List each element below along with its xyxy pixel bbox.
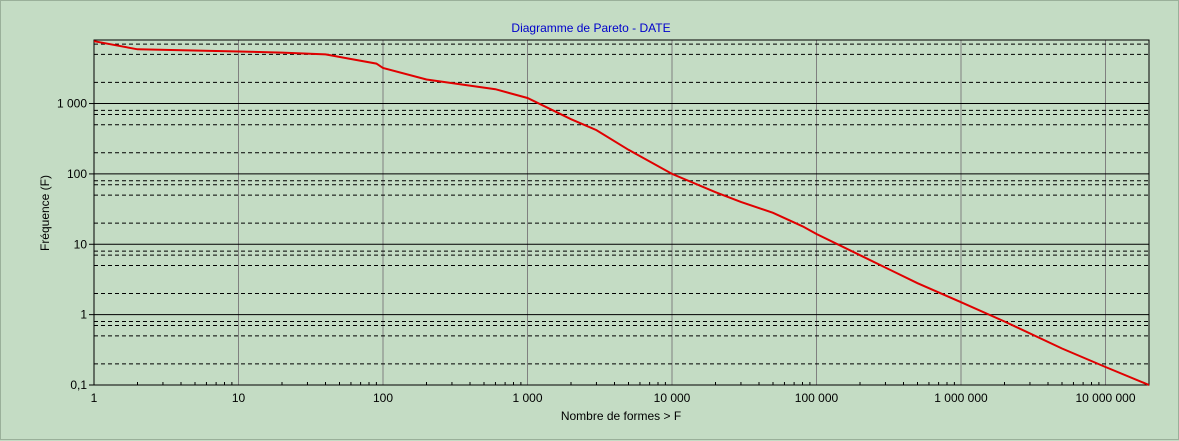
x-tick-label: 10 (232, 391, 246, 405)
series-line (93, 40, 1150, 386)
y-axis-label: Fréquence (F) (38, 175, 52, 251)
y-tick-label: 1 (80, 308, 87, 322)
x-tick-label: 100 (373, 391, 393, 405)
x-tick-label: 10 000 (654, 391, 691, 405)
x-tick-label: 1 000 000 (934, 391, 988, 405)
y-tick-label: 10 (74, 237, 88, 251)
y-tick-label: 1 000 (57, 97, 87, 111)
x-tick-label: 1 000 (512, 391, 542, 405)
x-axis-label: Nombre de formes > F (561, 409, 681, 423)
chart-title: Diagramme de Pareto - DATE (511, 21, 670, 35)
x-tick-label: 100 000 (795, 391, 839, 405)
y-tick-label: 0,1 (70, 378, 87, 392)
y-tick-label: 100 (67, 167, 87, 181)
x-tick-label: 10 000 000 (1075, 391, 1135, 405)
grid (94, 40, 1149, 385)
plot-area (93, 39, 1150, 386)
x-tick-label: 1 (91, 391, 98, 405)
axis-ticks: 1 10 100 1 000 10 000 100 000 1 000 000 10 000 … (57, 97, 1150, 405)
